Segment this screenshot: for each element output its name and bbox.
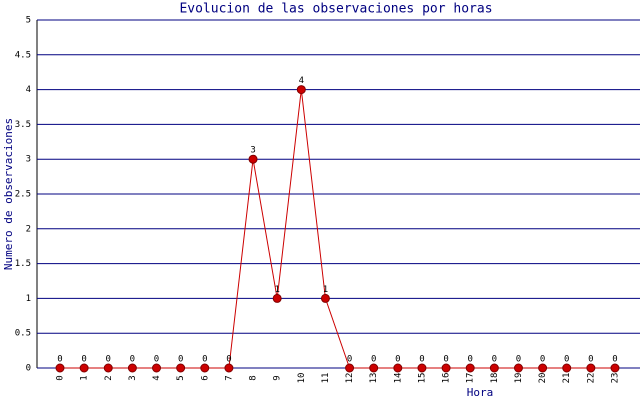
marker	[200, 363, 210, 373]
y-tick-label: 5	[26, 16, 31, 26]
data-label: 0	[371, 355, 376, 365]
data-label: 3	[250, 146, 255, 156]
data-label: 0	[154, 355, 159, 365]
marker	[417, 363, 427, 373]
x-tick-label: 5	[176, 375, 186, 380]
data-label: 0	[492, 355, 497, 365]
y-tick-label: 0	[26, 364, 31, 374]
y-tick-label: 2.5	[15, 190, 31, 200]
x-tick-label: 21	[562, 373, 572, 384]
marker	[248, 154, 258, 164]
y-tick-label: 4.5	[15, 50, 31, 60]
x-tick-label: 9	[273, 375, 283, 380]
data-label: 0	[540, 355, 545, 365]
x-tick-label: 13	[369, 373, 379, 384]
marker	[176, 363, 186, 373]
y-tick-label: 1.5	[15, 259, 31, 269]
data-label: 1	[323, 285, 328, 295]
marker	[489, 363, 499, 373]
x-tick-label: 3	[128, 375, 138, 380]
marker	[441, 363, 451, 373]
x-tick-label: 0	[56, 375, 66, 380]
data-label: 0	[347, 355, 352, 365]
x-tick-label: 7	[224, 375, 234, 380]
x-tick-label: 22	[586, 373, 596, 384]
data-label: 0	[202, 355, 207, 365]
x-tick-label: 16	[442, 373, 452, 384]
data-label: 0	[419, 355, 424, 365]
y-tick-label: 3	[26, 155, 31, 165]
data-label: 0	[57, 355, 62, 365]
data-label: 0	[468, 355, 473, 365]
marker	[272, 293, 282, 303]
data-label: 0	[564, 355, 569, 365]
data-label: 1	[274, 285, 279, 295]
marker	[513, 363, 523, 373]
marker	[562, 363, 572, 373]
data-label: 0	[178, 355, 183, 365]
x-tick-label: 20	[538, 373, 548, 384]
x-tick-label: 23	[611, 373, 621, 384]
data-label: 0	[443, 355, 448, 365]
marker	[369, 363, 379, 373]
x-tick-label: 6	[200, 375, 210, 380]
marker	[152, 363, 162, 373]
x-axis-title: Hora	[467, 386, 494, 399]
chart-title: Evolucion de las observaciones por horas	[179, 2, 492, 17]
x-tick-label: 14	[393, 373, 403, 384]
marker	[103, 363, 113, 373]
data-label: 0	[395, 355, 400, 365]
x-tick-label: 8	[249, 375, 259, 380]
marker	[296, 85, 306, 95]
marker	[224, 363, 234, 373]
marker	[610, 363, 620, 373]
data-label: 0	[106, 355, 111, 365]
y-tick-label: 2	[26, 224, 31, 234]
marker	[538, 363, 548, 373]
data-label: 0	[226, 355, 231, 365]
marker	[393, 363, 403, 373]
marker	[79, 363, 89, 373]
marker	[586, 363, 596, 373]
x-tick-label: 19	[514, 373, 524, 384]
y-tick-label: 0.5	[15, 329, 31, 339]
data-label: 0	[588, 355, 593, 365]
x-tick-label: 11	[321, 373, 331, 384]
x-tick-label: 18	[490, 373, 500, 384]
data-label: 0	[81, 355, 86, 365]
data-label: 4	[299, 76, 304, 86]
data-label: 0	[130, 355, 135, 365]
y-tick-label: 4	[26, 85, 31, 95]
x-tick-label: 10	[297, 373, 307, 384]
marker	[345, 363, 355, 373]
x-tick-label: 2	[104, 375, 114, 380]
y-axis-title: Numero de observaciones	[2, 118, 15, 270]
x-tick-label: 17	[466, 373, 476, 384]
x-tick-label: 15	[417, 373, 427, 384]
marker	[465, 363, 475, 373]
x-tick-label: 12	[345, 373, 355, 384]
marker	[320, 293, 330, 303]
y-tick-label: 3.5	[15, 120, 31, 130]
marker	[127, 363, 137, 373]
y-tick-label: 1	[26, 294, 31, 304]
x-tick-label: 4	[152, 375, 162, 380]
data-label: 0	[612, 355, 617, 365]
marker	[55, 363, 65, 373]
data-label: 0	[516, 355, 521, 365]
x-tick-label: 1	[80, 375, 90, 380]
